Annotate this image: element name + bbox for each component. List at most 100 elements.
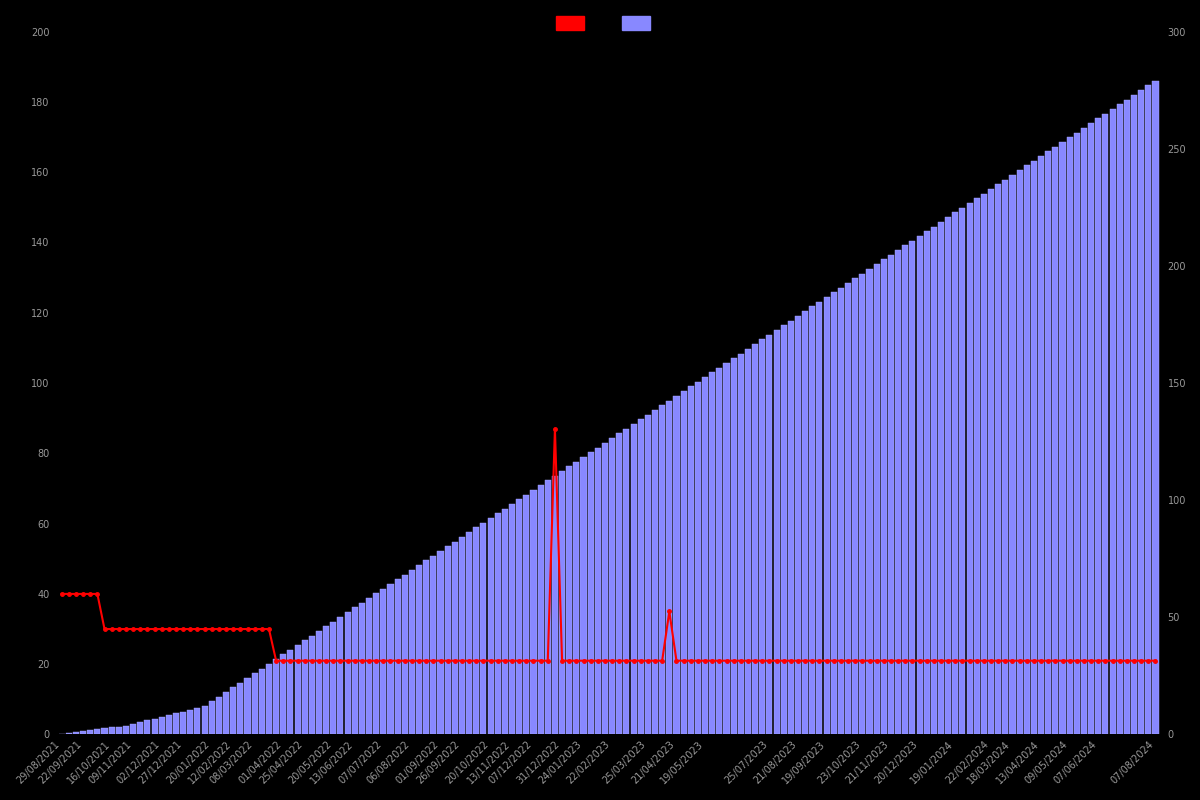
Bar	[902, 246, 908, 734]
Bar	[416, 565, 422, 734]
Bar	[287, 650, 294, 734]
Bar	[574, 462, 580, 734]
Bar	[566, 466, 572, 734]
Bar	[158, 717, 164, 734]
Bar	[1031, 161, 1037, 734]
Bar	[774, 330, 780, 734]
Bar	[109, 727, 115, 734]
Bar	[852, 278, 858, 734]
Bar	[281, 654, 287, 734]
Bar	[623, 429, 630, 734]
Bar	[953, 213, 959, 734]
Bar	[794, 316, 802, 734]
Bar	[652, 410, 658, 734]
Bar	[1016, 170, 1022, 734]
Bar	[259, 669, 265, 734]
Bar	[115, 727, 122, 734]
Bar	[480, 522, 486, 734]
Bar	[402, 574, 408, 734]
Bar	[788, 321, 794, 734]
Bar	[202, 706, 208, 734]
Bar	[266, 664, 272, 734]
Bar	[637, 419, 643, 734]
Bar	[716, 368, 722, 734]
Bar	[301, 640, 307, 734]
Bar	[659, 406, 665, 734]
Bar	[1067, 138, 1073, 734]
Bar	[366, 598, 372, 734]
Bar	[487, 518, 493, 734]
Bar	[238, 682, 244, 734]
Bar	[88, 730, 94, 734]
Bar	[316, 631, 322, 734]
Bar	[1096, 118, 1102, 734]
Bar	[352, 607, 358, 734]
Bar	[874, 264, 880, 734]
Bar	[581, 457, 587, 734]
Bar	[409, 570, 415, 734]
Bar	[144, 721, 150, 734]
Bar	[166, 715, 172, 734]
Bar	[724, 363, 730, 734]
Bar	[830, 292, 836, 734]
Bar	[1145, 86, 1151, 734]
Bar	[760, 339, 766, 734]
Bar	[274, 659, 280, 734]
Bar	[602, 443, 608, 734]
Bar	[1081, 128, 1087, 734]
Bar	[95, 730, 101, 734]
Bar	[545, 481, 551, 734]
Bar	[245, 678, 251, 734]
Bar	[516, 499, 522, 734]
Bar	[688, 386, 694, 734]
Bar	[680, 391, 686, 734]
Bar	[395, 579, 401, 734]
Bar	[173, 714, 179, 734]
Bar	[344, 612, 350, 734]
Bar	[938, 222, 944, 734]
Bar	[610, 438, 616, 734]
Bar	[781, 326, 787, 734]
Bar	[137, 722, 143, 734]
Bar	[1117, 104, 1123, 734]
Bar	[1103, 114, 1109, 734]
Bar	[451, 542, 458, 734]
Bar	[644, 414, 650, 734]
Bar	[80, 731, 86, 734]
Bar	[588, 452, 594, 734]
Bar	[122, 726, 130, 734]
Bar	[1130, 95, 1138, 734]
Bar	[1152, 81, 1158, 734]
Bar	[988, 189, 994, 734]
Bar	[1009, 175, 1015, 734]
Bar	[445, 546, 451, 734]
Bar	[388, 584, 394, 734]
Bar	[294, 645, 300, 734]
Bar	[538, 485, 544, 734]
Bar	[323, 626, 329, 734]
Bar	[888, 254, 894, 734]
Bar	[630, 424, 637, 734]
Bar	[1038, 156, 1044, 734]
Bar	[731, 358, 737, 734]
Bar	[466, 532, 472, 734]
Bar	[337, 617, 343, 734]
Bar	[966, 203, 973, 734]
Bar	[802, 311, 808, 734]
Bar	[738, 354, 744, 734]
Bar	[330, 622, 336, 734]
Bar	[924, 231, 930, 734]
Bar	[530, 490, 536, 734]
Bar	[187, 710, 193, 734]
Bar	[523, 494, 529, 734]
Bar	[709, 372, 715, 734]
Bar	[102, 728, 108, 734]
Bar	[973, 198, 979, 734]
Bar	[595, 447, 601, 734]
Bar	[1138, 90, 1145, 734]
Bar	[845, 283, 851, 734]
Bar	[559, 471, 565, 734]
Bar	[1074, 133, 1080, 734]
Bar	[458, 537, 466, 734]
Bar	[1045, 151, 1051, 734]
